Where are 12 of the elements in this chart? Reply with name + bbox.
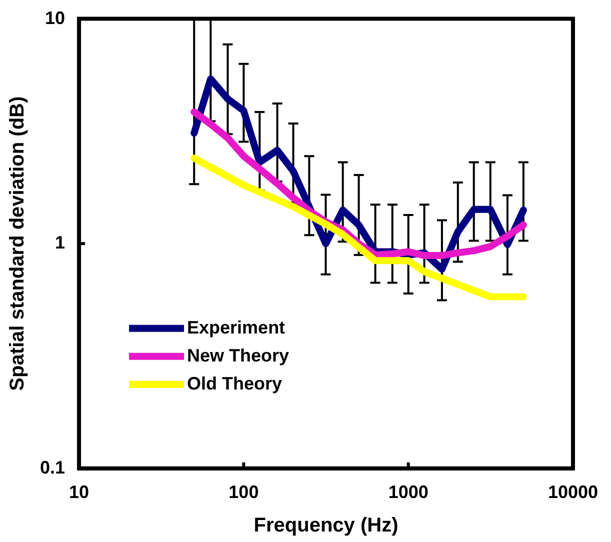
x-axis-title: Frequency (Hz) bbox=[254, 514, 398, 537]
y-tick-label: 0.1 bbox=[40, 457, 66, 478]
legend-label: Experiment bbox=[187, 317, 286, 338]
y-axis-title: Spatial standard deviation (dB) bbox=[6, 96, 29, 391]
x-tick-label: 1000 bbox=[388, 482, 428, 502]
y-tick-label: 1 bbox=[55, 232, 66, 253]
legend-label: New Theory bbox=[187, 345, 290, 366]
x-tick-label: 10 bbox=[69, 482, 90, 502]
y-tick-label: 10 bbox=[44, 8, 66, 28]
x-tick-label: 10000 bbox=[548, 482, 598, 502]
legend-label: Old Theory bbox=[187, 373, 282, 394]
x-tick-label: 100 bbox=[228, 482, 259, 502]
